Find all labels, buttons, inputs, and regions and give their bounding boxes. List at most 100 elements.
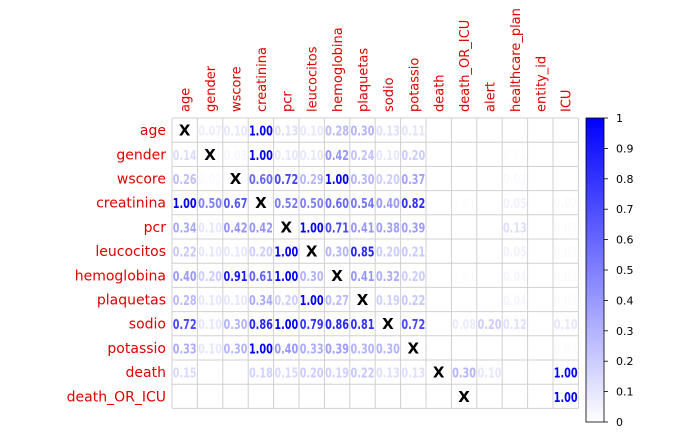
colorbar-tick-label: 0.5 bbox=[616, 264, 634, 277]
cell-label: 0.22 bbox=[351, 367, 375, 382]
cell-label: 0.38 bbox=[376, 221, 400, 236]
cell-label: 0.20 bbox=[249, 246, 273, 261]
cell-label: 0.72 bbox=[274, 173, 298, 188]
column-label: creatinina bbox=[255, 47, 270, 112]
cell-label: 0.13 bbox=[401, 367, 425, 382]
cell-label: 0.02 bbox=[503, 173, 527, 188]
cell-label: 1.00 bbox=[274, 270, 298, 285]
cell-label: 0.07 bbox=[198, 125, 222, 140]
cell-label: 0.01 bbox=[452, 270, 476, 285]
diagonal-marker: X bbox=[306, 243, 318, 261]
cell-label: 0.39 bbox=[401, 221, 425, 236]
row-label: death_OR_ICU bbox=[67, 389, 166, 405]
cell-label: 0.13 bbox=[503, 221, 527, 236]
cell-label: 0.60 bbox=[325, 197, 349, 212]
cell-label: 0.30 bbox=[224, 342, 248, 357]
cell-label: 0.10 bbox=[198, 221, 222, 236]
cell-label: 0.20 bbox=[478, 318, 502, 333]
cell-label: 1.00 bbox=[249, 149, 273, 164]
heatmap-cells: X 0.07 0.10 1.00 0.13 0.10 0.28 0.30 0.13 0.110.1… bbox=[173, 122, 578, 406]
cell-label: 1.00 bbox=[300, 221, 324, 236]
cell-label: 0.37 bbox=[401, 173, 425, 188]
cell-label: 0.60 bbox=[249, 173, 273, 188]
cell-label: 0.67 bbox=[224, 197, 248, 212]
cell-label: 0.13 bbox=[376, 367, 400, 382]
cell-label: 0.30 bbox=[351, 125, 375, 140]
cell-label: 0.50 bbox=[300, 197, 324, 212]
diagonal-marker: X bbox=[408, 339, 420, 357]
cell-label: 0.71 bbox=[325, 221, 349, 236]
row-label: sodio bbox=[129, 317, 166, 333]
row-label: death bbox=[126, 365, 166, 381]
cell-label: 0.19 bbox=[376, 294, 400, 309]
cell-label: 0.02 bbox=[554, 294, 578, 309]
cell-label: 0.20 bbox=[300, 367, 324, 382]
diagonal-marker: X bbox=[230, 170, 242, 188]
cell-label: 0.42 bbox=[325, 149, 349, 164]
cell-label: 0.10 bbox=[478, 367, 502, 382]
row-label: potassio bbox=[107, 341, 166, 357]
cell-label: 0.10 bbox=[224, 246, 248, 261]
cell-label: 0.91 bbox=[224, 270, 248, 285]
row-label: creatinina bbox=[96, 196, 166, 212]
cell-label: 0.02 bbox=[554, 246, 578, 261]
cell-label: 0.30 bbox=[224, 318, 248, 333]
cell-label: 0.03 bbox=[224, 149, 248, 164]
cell-label: 1.00 bbox=[300, 294, 324, 309]
colorbar-tick-label: 0.7 bbox=[616, 203, 634, 216]
column-label: wscore bbox=[230, 66, 245, 112]
cell-label: 0.01 bbox=[503, 149, 527, 164]
diagonal-marker: X bbox=[357, 291, 369, 309]
cell-label: 0.02 bbox=[554, 197, 578, 212]
column-label: hemoglobina bbox=[331, 27, 346, 112]
colorbar-tick-label: 0.4 bbox=[616, 294, 634, 307]
cell-label: 0.05 bbox=[503, 197, 527, 212]
cell-label: 0.85 bbox=[351, 246, 375, 261]
cell-label: 0.10 bbox=[300, 125, 324, 140]
cell-label: 1.00 bbox=[554, 391, 578, 406]
heatmap-grid bbox=[171, 117, 579, 409]
cell-label: 0.41 bbox=[351, 270, 375, 285]
cell-label: 0.33 bbox=[300, 342, 324, 357]
cell-label: 0.05 bbox=[503, 246, 527, 261]
cell-label: 0.29 bbox=[300, 173, 324, 188]
cell-label: 1.00 bbox=[274, 318, 298, 333]
cell-label: 0.04 bbox=[503, 270, 527, 285]
cell-label: 0.86 bbox=[249, 318, 273, 333]
cell-label: 0.13 bbox=[274, 125, 298, 140]
cell-label: 0.82 bbox=[401, 197, 425, 212]
cell-label: 0.10 bbox=[198, 246, 222, 261]
row-label: plaquetas bbox=[97, 293, 166, 309]
cell-label: 0.50 bbox=[198, 197, 222, 212]
cell-label: 0.20 bbox=[274, 294, 298, 309]
cell-label: 0.79 bbox=[300, 318, 324, 333]
cell-label: 0.39 bbox=[325, 342, 349, 357]
row-labels: age gender wscore creatinina pcr leucocitos he… bbox=[67, 123, 167, 405]
cell-label: 0.02 bbox=[554, 221, 578, 236]
colorbar-tick-label: 0 bbox=[616, 416, 623, 429]
colorbar-tick-label: 0.9 bbox=[616, 142, 634, 155]
column-label: death_OR_ICU bbox=[458, 20, 473, 112]
cell-label: 0.30 bbox=[325, 246, 349, 261]
cell-label: 0.30 bbox=[351, 342, 375, 357]
cell-label: 0.02 bbox=[198, 173, 222, 188]
cell-label: 0.10 bbox=[198, 294, 222, 309]
row-label: age bbox=[140, 123, 166, 139]
cell-label: 0.21 bbox=[401, 246, 425, 261]
cell-label: 0.30 bbox=[452, 367, 476, 382]
cell-label: 0.22 bbox=[401, 294, 425, 309]
cell-label: 0.41 bbox=[351, 221, 375, 236]
cell-label: 0.32 bbox=[376, 270, 400, 285]
cell-label: 0.40 bbox=[376, 197, 400, 212]
cell-label: 0.20 bbox=[376, 173, 400, 188]
cell-label: 0.20 bbox=[376, 246, 400, 261]
cell-label: 0.10 bbox=[300, 149, 324, 164]
colorbar-tick-label: 0.6 bbox=[616, 234, 634, 247]
cell-label: 0.28 bbox=[325, 125, 349, 140]
diagonal-marker: X bbox=[458, 388, 470, 406]
cell-label: 0.10 bbox=[274, 149, 298, 164]
cell-label: 1.00 bbox=[249, 342, 273, 357]
cell-label: 0.01 bbox=[452, 197, 476, 212]
cell-label: 0.15 bbox=[173, 367, 197, 382]
